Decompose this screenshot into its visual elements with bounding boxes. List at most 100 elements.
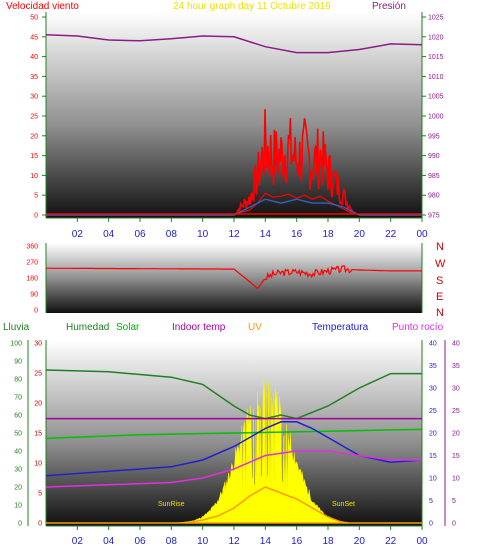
temp-tick-label: 10 [429,476,437,483]
lluvia-tick-label: 70 [14,395,22,402]
rain-tick-label: 10 [34,461,42,468]
lluvia-tick-label: 50 [14,431,22,438]
dew-tick-label: 25 [452,408,460,415]
panel3-x-tick-label: 02 [72,536,84,547]
panel2-bg [46,243,422,313]
x-tick-label: 12 [228,229,240,240]
direction-tick-label: 90 [30,292,38,299]
y-right-tick-label: 1025 [428,15,444,22]
lluvia-tick-label: 10 [14,503,22,510]
rain-tick-label: 20 [34,401,42,408]
lluvia-tick-label: 100 [10,341,22,348]
panel3-x-tick-label: 00 [416,536,428,547]
x-tick-label: 00 [416,229,428,240]
panel3-x-tick-label: 14 [260,536,272,547]
legend-solar: Solar [116,322,140,333]
rain-tick-label: 5 [38,491,42,498]
x-tick-label: 22 [385,229,397,240]
direction-tick-label: 0 [34,308,38,315]
rain-tick-label: 15 [34,431,42,438]
y-left-tick-label: 40 [30,54,38,61]
y-left-tick-label: 15 [30,153,38,160]
temp-tick-label: 20 [429,431,437,438]
compass-n-top: N [436,241,444,253]
sunrise-label: SunRise [158,501,185,508]
legend-indoor: Indoor temp [172,322,226,333]
wind-direction-line [46,265,422,289]
dew-tick-label: 20 [452,431,460,438]
direction-tick-label: 270 [26,260,38,267]
y-right-tick-label: 975 [428,213,440,220]
y-left-tick-label: 35 [30,74,38,81]
direction-tick-label: 360 [26,244,38,251]
y-right-tick-label: 985 [428,173,440,180]
legend-lluvia: Lluvia [3,322,30,333]
x-tick-label: 16 [291,229,303,240]
y-left-tick-label: 0 [34,213,38,220]
x-tick-label: 02 [72,229,84,240]
x-tick-label: 18 [322,229,334,240]
lluvia-tick-label: 0 [18,521,22,528]
y-left-tick-label: 10 [30,173,38,180]
sunset-label: SunSet [332,501,355,508]
wind-average-line [46,198,422,216]
header-left: Velocidad viento [6,1,79,12]
solar-line [45,428,423,440]
y-left-tick-label: 25 [30,114,38,121]
solar-radiation-area [175,378,350,524]
y-right-tick-label: 995 [428,133,440,140]
panel3-x-tick-label: 10 [197,536,209,547]
y-right-tick-label: 1015 [428,54,444,61]
dew-tick-label: 40 [452,341,460,348]
lluvia-tick-label: 20 [14,485,22,492]
panel3-x-tick-label: 16 [291,536,303,547]
header-right: Presión [372,1,406,12]
y-left-tick-label: 45 [30,34,38,41]
panel3-x-tick-label: 22 [385,536,397,547]
y-right-tick-label: 990 [428,153,440,160]
direction-tick-label: 180 [26,276,38,283]
wind-gust-line [233,109,354,216]
compass-w: W [435,258,446,270]
y-right-tick-label: 1010 [428,74,444,81]
pressure-line [45,34,423,54]
lluvia-tick-label: 30 [14,467,22,474]
rain-tick-label: 25 [34,371,42,378]
y-right-tick-label: 1005 [428,94,444,101]
x-tick-label: 10 [197,229,209,240]
panel3-x-tick-label: 18 [322,536,334,547]
y-right-tick-label: 1000 [428,114,444,121]
x-tick-label: 20 [354,229,366,240]
uv-line [186,486,344,524]
rain-tick-label: 0 [38,521,42,528]
compass-s: S [436,275,443,287]
lluvia-tick-label: 40 [14,449,22,456]
temperature-line [45,421,423,477]
temp-tick-label: 25 [429,408,437,415]
legend-temperatura: Temperatura [312,322,369,333]
temp-tick-label: 30 [429,386,437,393]
x-tick-label: 06 [134,229,146,240]
header-center: 24 hour graph day 11 Octubre 2019 [173,1,331,12]
dew-tick-label: 30 [452,386,460,393]
temp-tick-label: 40 [429,341,437,348]
dew-tick-label: 15 [452,453,460,460]
legend-rocio: Punto rocío [392,322,444,333]
legend-uv: UV [248,322,262,333]
temp-tick-label: 0 [429,521,433,528]
y-left-tick-label: 50 [30,15,38,22]
temp-tick-label: 35 [429,363,437,370]
dewpoint-line [45,450,422,488]
y-right-tick-label: 1020 [428,34,444,41]
temp-tick-label: 5 [429,498,433,505]
panel3-x-tick-label: 12 [228,536,240,547]
wind-speed-line [46,192,422,216]
dew-tick-label: 0 [452,521,456,528]
compass-e: E [436,291,443,303]
panel1-bg [46,12,422,218]
panel3-x-tick-label: 08 [166,536,178,547]
x-tick-label: 14 [260,229,272,240]
rain-tick-label: 30 [34,341,42,348]
dew-tick-label: 10 [452,476,460,483]
